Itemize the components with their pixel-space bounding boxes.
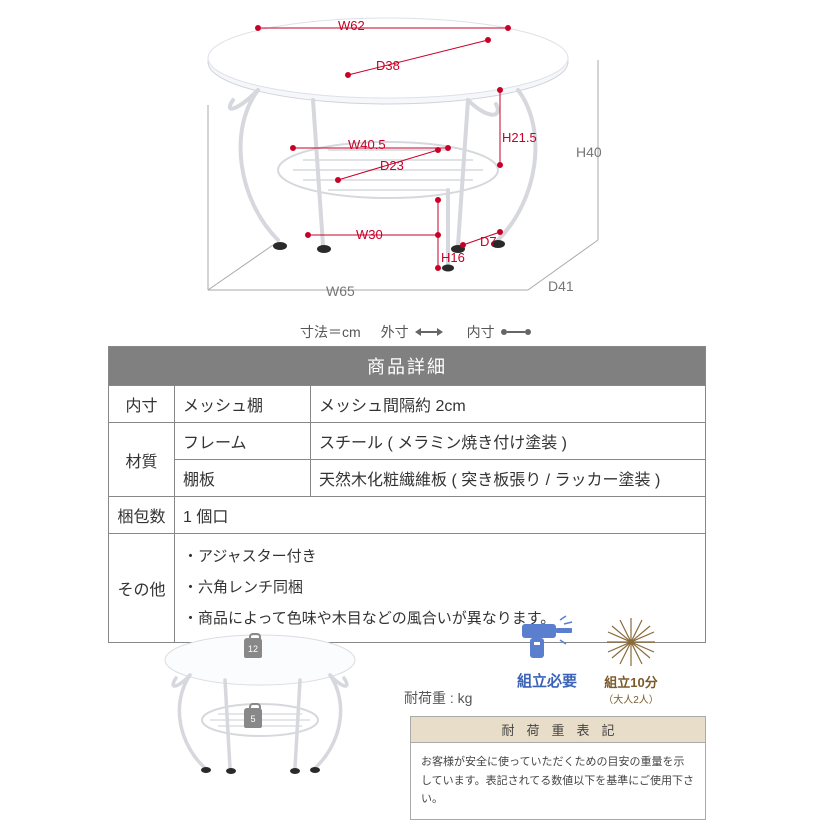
legend-unit: 寸法＝cm [300, 322, 361, 342]
row-material-label: 材質 [109, 423, 175, 497]
spec-table: 商品詳細 内寸 メッシュ棚 メッシュ間隔約 2cm 材質 フレーム スチール (… [108, 346, 706, 643]
table-diagram-svg [108, 0, 708, 320]
outer-arrow-icon [415, 328, 443, 336]
table-row: 梱包数 1 個口 [109, 497, 706, 534]
assembly-people-text: （大人2人） [603, 691, 659, 706]
table-row: 棚板 天然木化粧繊維板 ( 突き板張り / ラッカー塗装 ) [109, 460, 706, 497]
dim-h40: H40 [576, 144, 602, 160]
dim-d41: D41 [548, 278, 574, 294]
legend-inner: 内寸 [467, 322, 495, 342]
assembly-required-block: 組立必要 [516, 614, 578, 706]
drill-icon [516, 614, 578, 670]
assembly-time-block: 組立10分 （大人2人） [600, 614, 662, 706]
legend-outer: 外寸 [381, 322, 409, 342]
dim-d23: D23 [380, 158, 404, 173]
row-frame-val: スチール ( メラミン焼き付け塗装 ) [311, 423, 706, 460]
row-inner-val: メッシュ間隔約 2cm [311, 386, 706, 423]
dim-w62: W62 [338, 18, 365, 33]
assembly-time-text: 組立10分 [604, 672, 657, 691]
dim-d38: D38 [376, 58, 400, 73]
inner-dot-icon [501, 329, 531, 335]
table-row: 内寸 メッシュ棚 メッシュ間隔約 2cm [109, 386, 706, 423]
spec-header: 商品詳細 [109, 347, 706, 386]
weight-badge-shelf: 5 [244, 708, 262, 728]
other-line1: ・アジャスター付き [183, 548, 317, 565]
weight-badge-top: 12 [244, 638, 262, 658]
row-inner-label: 内寸 [109, 386, 175, 423]
dim-w405: W40.5 [348, 137, 386, 152]
dimension-legend: 寸法＝cm 外寸 内寸 [300, 322, 531, 342]
dim-w65: W65 [326, 283, 355, 299]
row-package-val: 1 個口 [175, 497, 706, 534]
load-label: 耐荷重 : kg [404, 688, 472, 708]
starburst-icon [600, 614, 662, 670]
dim-h215: H21.5 [502, 130, 537, 145]
assembly-info: 組立必要 組立10分 （大人2人） [516, 614, 662, 706]
load-capacity-diagram: 12 5 [150, 620, 400, 790]
row-shelf-sub: 棚板 [175, 460, 311, 497]
assembly-required-text: 組立必要 [517, 670, 577, 691]
load-capacity-box: 耐荷重表記 お客様が安全に使っていただくための目安の重量を示しています。表記され… [410, 716, 706, 820]
table-row: 材質 フレーム スチール ( メラミン焼き付け塗装 ) [109, 423, 706, 460]
dim-d7: D7 [480, 234, 497, 249]
load-box-body: お客様が安全に使っていただくための目安の重量を示しています。表記されてる数値以下… [411, 743, 705, 819]
row-inner-sub: メッシュ棚 [175, 386, 311, 423]
row-package-label: 梱包数 [109, 497, 175, 534]
load-box-header: 耐荷重表記 [411, 717, 705, 743]
row-frame-sub: フレーム [175, 423, 311, 460]
other-line2: ・六角レンチ同梱 [183, 579, 303, 596]
row-shelf-val: 天然木化粧繊維板 ( 突き板張り / ラッカー塗装 ) [311, 460, 706, 497]
dimension-diagram: W62 D38 W40.5 D23 H21.5 W30 D7 H16 W65 D… [108, 0, 708, 345]
dim-h16: H16 [441, 250, 465, 265]
dim-w30: W30 [356, 227, 383, 242]
